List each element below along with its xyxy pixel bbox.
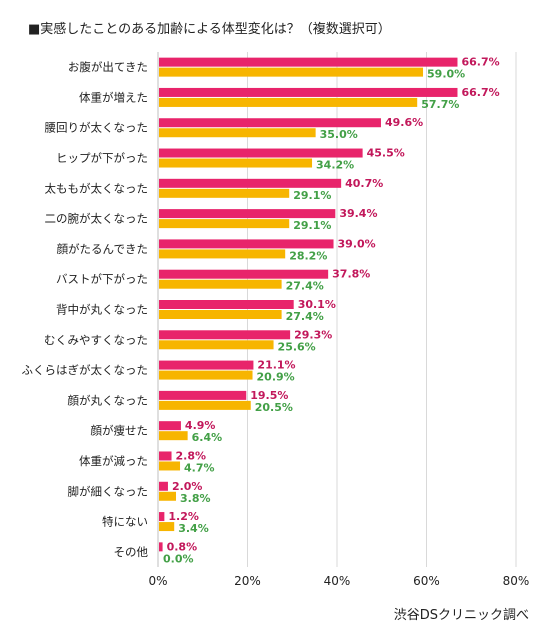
data-label-series-1: 2.8%	[176, 449, 207, 462]
bar-series-2	[159, 279, 282, 289]
category-label: 腰回りが太くなった	[45, 121, 149, 135]
data-label-series-1: 21.1%	[257, 359, 295, 372]
bar-series-2	[159, 522, 175, 532]
bar-series-2	[159, 461, 181, 471]
x-tick-label: 40%	[324, 574, 351, 588]
x-tick-label: 0%	[148, 574, 167, 588]
data-label-series-2: 0.0%	[163, 552, 194, 565]
category-label: 太ももが太くなった	[45, 181, 149, 195]
bar-series-2	[159, 340, 274, 350]
data-label-series-1: 19.5%	[250, 389, 288, 402]
category-label: 体重が減った	[79, 454, 148, 468]
bar-series-2	[159, 128, 316, 138]
data-label-series-1: 39.0%	[338, 237, 376, 250]
data-label-series-1: 29.3%	[294, 328, 332, 341]
category-label: 特にない	[102, 515, 148, 529]
data-label-series-2: 3.4%	[178, 522, 209, 535]
data-label-series-2: 34.2%	[316, 159, 354, 172]
data-label-series-1: 40.7%	[345, 177, 383, 190]
category-label: 二の腕が太くなった	[45, 212, 149, 226]
chart-title: ■実感したことのある加齢による体型変化は？（複数選択可）	[28, 22, 391, 37]
data-label-series-1: 30.1%	[298, 298, 336, 311]
data-label-series-2: 20.9%	[257, 371, 295, 384]
bar-series-1	[159, 360, 254, 370]
bar-series-1	[159, 239, 334, 249]
category-label: むくみやすくなった	[44, 333, 148, 347]
bar-series-1	[159, 421, 181, 431]
bar-series-2	[159, 370, 253, 380]
bar-series-1	[159, 542, 163, 552]
data-label-series-2: 35.0%	[320, 128, 358, 141]
category-label: 体重が増えた	[79, 90, 148, 104]
bar-series-1	[159, 178, 342, 188]
bar-series-2	[159, 67, 424, 77]
bar-series-1	[159, 118, 381, 128]
data-label-series-2: 25.6%	[278, 340, 316, 353]
bar-series-2	[159, 491, 177, 501]
category-label: バストが下がった	[56, 272, 148, 286]
data-label-series-1: 49.6%	[385, 116, 423, 129]
data-label-series-2: 29.1%	[293, 219, 331, 232]
bar-series-2	[159, 400, 251, 410]
category-label: 顔が丸くなった	[68, 393, 149, 407]
category-label: お腹が出てきた	[68, 60, 148, 74]
bar-series-1	[159, 148, 363, 158]
bar-series-2	[159, 97, 418, 107]
bar-series-2	[159, 158, 313, 168]
category-label: ふくらはぎが太くなった	[22, 363, 149, 377]
chart-source: 渋谷DSクリニック調べ	[393, 608, 529, 623]
data-label-series-1: 45.5%	[367, 147, 405, 160]
data-label-series-2: 27.4%	[286, 280, 324, 293]
x-tick-label: 20%	[234, 574, 261, 588]
x-tick-label: 80%	[503, 574, 530, 588]
data-label-series-2: 4.7%	[184, 461, 215, 474]
data-label-series-2: 27.4%	[286, 310, 324, 323]
bar-series-1	[159, 300, 294, 309]
data-label-series-1: 66.7%	[461, 86, 499, 99]
category-label: 顔がたるんできた	[57, 242, 148, 256]
data-label-series-1: 39.4%	[339, 207, 377, 220]
data-label-series-2: 59.0%	[427, 68, 465, 81]
data-label-series-1: 4.9%	[185, 419, 216, 432]
bar-series-1	[159, 451, 172, 461]
bar-series-1	[159, 209, 336, 219]
bar-series-2	[159, 219, 290, 229]
bar-series-1	[159, 330, 291, 340]
category-label: その他	[114, 545, 149, 559]
data-label-series-1: 1.2%	[168, 510, 199, 523]
data-label-series-2: 20.5%	[255, 401, 293, 414]
category-label: 顔が痩せた	[91, 424, 149, 438]
data-label-series-2: 6.4%	[192, 431, 223, 444]
category-label: 背中が丸くなった	[56, 303, 148, 317]
bar-series-1	[159, 87, 458, 97]
data-label-series-2: 29.1%	[293, 189, 331, 202]
data-label-series-2: 57.7%	[421, 98, 459, 111]
bar-series-1	[159, 390, 247, 400]
bar-series-1	[159, 269, 329, 279]
x-tick-label: 60%	[413, 574, 440, 588]
bar-series-2	[159, 249, 286, 259]
data-label-series-2: 28.2%	[289, 249, 327, 262]
category-label: ヒップが下がった	[56, 151, 148, 165]
bar-series-1	[159, 57, 458, 67]
bar-series-1	[159, 481, 168, 491]
data-label-series-1: 0.8%	[167, 540, 198, 553]
bar-series-2	[159, 188, 290, 198]
data-label-series-1: 37.8%	[332, 268, 370, 281]
bar-series-1	[159, 512, 165, 522]
category-label: 脚が細くなった	[68, 484, 149, 498]
bar-series-2	[159, 431, 188, 441]
data-label-series-1: 66.7%	[461, 56, 499, 69]
bar-series-2	[159, 310, 282, 319]
data-label-series-1: 2.0%	[172, 480, 203, 493]
data-label-series-2: 3.8%	[180, 492, 211, 505]
